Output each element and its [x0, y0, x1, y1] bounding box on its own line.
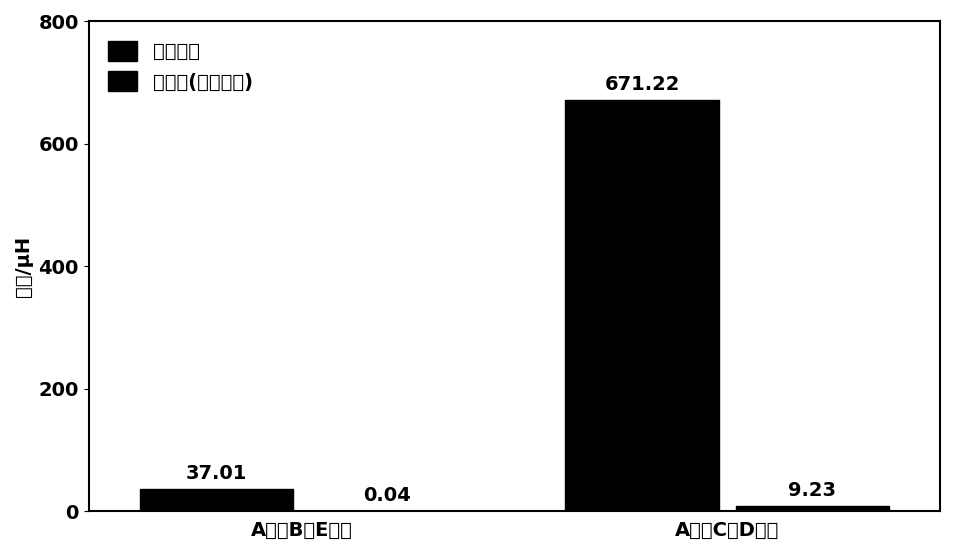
- Legend: 传统电机, 本发明(传统转子): 传统电机, 本发明(传统转子): [98, 31, 262, 101]
- Bar: [565, 100, 718, 511]
- Text: 671.22: 671.22: [604, 75, 679, 94]
- Text: 9.23: 9.23: [787, 481, 836, 500]
- Bar: [735, 506, 888, 511]
- Y-axis label: 电感/μH: 电感/μH: [14, 236, 32, 297]
- Text: 0.04: 0.04: [362, 486, 410, 505]
- Text: 37.01: 37.01: [186, 464, 247, 483]
- Bar: [139, 489, 293, 511]
